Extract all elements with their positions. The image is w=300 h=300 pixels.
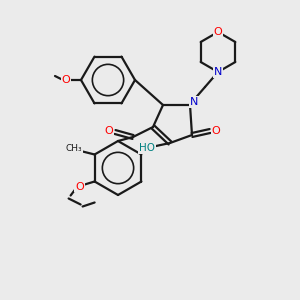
Text: O: O — [105, 126, 113, 136]
Text: CH₃: CH₃ — [65, 144, 82, 153]
Text: O: O — [214, 27, 222, 37]
Text: O: O — [75, 182, 84, 191]
Text: N: N — [214, 67, 222, 77]
Text: N: N — [190, 97, 198, 107]
Text: O: O — [212, 126, 220, 136]
Text: HO: HO — [139, 143, 155, 153]
Text: O: O — [61, 75, 70, 85]
